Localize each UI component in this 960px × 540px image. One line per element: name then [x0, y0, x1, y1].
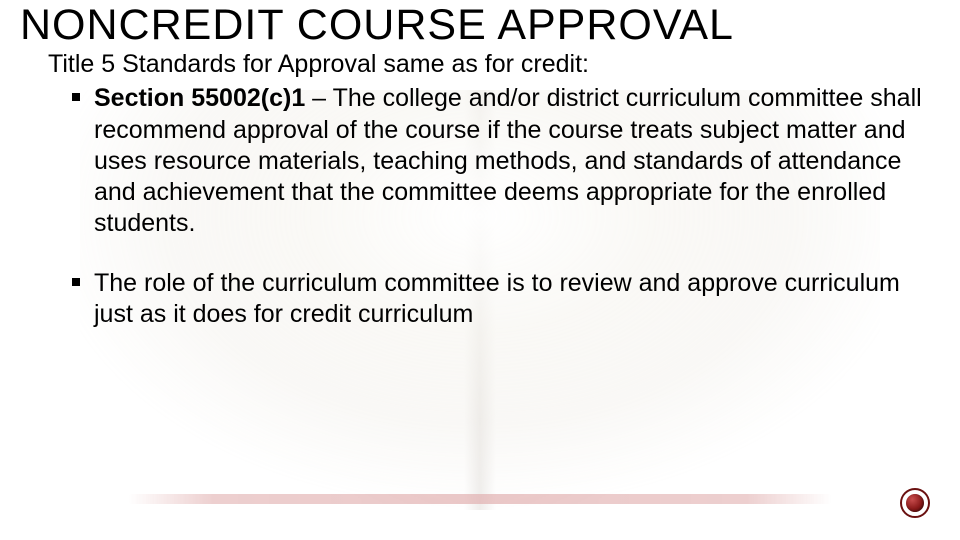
bullet-item: Section 55002(c)1 – The college and/or d…	[72, 83, 932, 239]
slide: NONCREDIT COURSE APPROVAL Title 5 Standa…	[0, 0, 960, 540]
bullet-item: The role of the curriculum committee is …	[72, 268, 932, 331]
slide-title: NONCREDIT COURSE APPROVAL	[20, 0, 740, 48]
intro-line: Title 5 Standards for Approval same as f…	[48, 50, 940, 79]
bullet-list: Section 55002(c)1 – The college and/or d…	[72, 83, 940, 330]
corner-ornament-icon	[900, 488, 930, 518]
bullet-body: The role of the curriculum committee is …	[94, 269, 900, 328]
bullet-lead: Section 55002(c)1	[94, 84, 305, 112]
